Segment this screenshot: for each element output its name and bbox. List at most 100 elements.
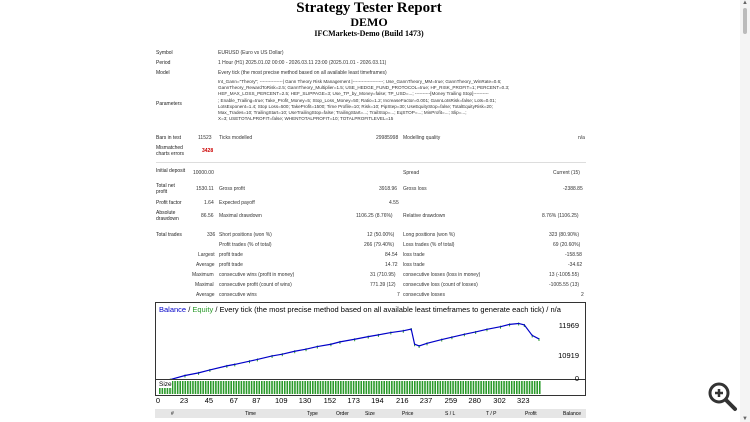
rel-drawdown-label: Relative drawdown	[403, 213, 446, 219]
maximal-consec-profit-label: consecutive profit (count of wins)	[219, 282, 292, 288]
size-bar-mark	[268, 381, 271, 394]
size-bar-mark	[276, 381, 278, 394]
max-consec-wins-label: consecutive wins (profit in money)	[219, 272, 295, 278]
gross-profit-value: 3918.96	[379, 186, 398, 192]
size-bar-mark	[347, 381, 350, 394]
legend-equity: Equity	[192, 305, 214, 314]
size-bar-mark	[332, 381, 334, 394]
abs-drawdown-label: Absolute drawdown	[156, 210, 179, 222]
size-bar-mark	[235, 381, 238, 394]
legend-rest: / Every tick (the most precise method ba…	[213, 305, 561, 314]
size-bar-mark	[184, 381, 187, 394]
model-label: Model	[156, 70, 170, 76]
gross-loss-value: -2388.85	[563, 186, 583, 192]
size-bar-mark	[317, 381, 319, 394]
size-bar-mark	[230, 381, 232, 394]
size-bar-mark	[181, 381, 184, 394]
size-bar-mark	[329, 381, 332, 394]
size-bar-mark	[475, 381, 477, 394]
largest-loss-value: -158.58	[565, 252, 582, 258]
size-bar-mark	[396, 381, 398, 394]
size-bar-mark	[436, 381, 439, 394]
average-label: Average	[196, 262, 215, 268]
size-bar-mark	[411, 381, 414, 394]
avg-consec-losses-value: 2	[581, 292, 584, 298]
size-bar-mark	[217, 381, 220, 394]
size-bar-mark	[385, 381, 388, 394]
size-bar-mark	[523, 381, 526, 394]
size-bar-mark	[360, 381, 363, 394]
scroll-up-arrow-icon[interactable]: ▲	[742, 0, 748, 6]
size-bar-mark	[403, 381, 406, 394]
y-tick-label: 10919	[558, 351, 579, 361]
parameters-line: LotsExponent=1.4; Stop Loss=500; TakePro…	[218, 103, 493, 109]
period-label: Period	[156, 60, 171, 66]
size-bar-mark	[342, 381, 345, 394]
balance-line	[158, 322, 540, 383]
size-bar-mark	[355, 381, 357, 394]
x-tick-label: 259	[444, 396, 458, 405]
average-loss-value: -34.62	[568, 262, 583, 268]
table-header-cell: T / P	[486, 411, 497, 417]
bars-label: Bars in test	[156, 135, 182, 141]
size-label: Size	[159, 381, 172, 388]
average-loss-label: loss trade	[403, 262, 425, 268]
size-bar-mark	[431, 381, 434, 394]
size-bar-mark	[227, 381, 230, 394]
total-trades-value: 336	[207, 232, 216, 238]
net-profit-value: 1530.11	[196, 186, 214, 192]
size-bar-mark	[368, 381, 370, 394]
x-tick-label: 109	[275, 396, 288, 405]
x-tick-label: 0	[155, 396, 161, 405]
size-bar-mark	[388, 381, 391, 394]
avg-consec-label: Average	[196, 292, 215, 298]
size-bar-mark	[309, 381, 312, 394]
size-bar-mark	[296, 381, 299, 394]
size-bar-mark	[350, 381, 352, 394]
size-bar-mark	[426, 381, 429, 394]
table-header-cell: Order	[336, 411, 349, 417]
size-bar-mark	[245, 381, 248, 394]
maximal-consec-loss-value: -1005.55 (13)	[549, 282, 580, 288]
size-bar-mark	[434, 381, 436, 394]
max-consec-losses-label: consecutive losses (loss in money)	[403, 272, 481, 278]
size-bar-mark	[207, 381, 210, 394]
avg-consec-losses-label: consecutive losses	[403, 292, 445, 298]
total-trades-label: Total trades	[156, 232, 182, 238]
size-bar-mark	[375, 381, 378, 394]
profit-trades-value: 266 (79.40%)	[364, 242, 395, 248]
size-bar-mark	[189, 381, 192, 394]
size-bar-mark	[373, 381, 375, 394]
size-bar-mark	[202, 381, 204, 394]
expected-payoff-label: Expected payoff	[219, 200, 255, 206]
size-bar-mark	[352, 381, 355, 394]
size-bar-mark	[528, 381, 531, 394]
spread-value: Current (15)	[553, 170, 580, 176]
size-bar-mark	[490, 381, 493, 394]
scrollbar-thumb[interactable]	[743, 8, 747, 34]
size-bar-mark	[465, 381, 467, 394]
scroll-down-arrow-icon[interactable]: ▼	[742, 416, 748, 422]
mismatched-label: Mismatched charts errors	[156, 145, 185, 157]
size-bar-mark	[462, 381, 465, 394]
zoom-in-icon[interactable]	[706, 380, 738, 412]
size-bar-mark	[273, 381, 276, 394]
size-bar-mark	[472, 381, 475, 394]
size-bar-mark	[210, 381, 212, 394]
table-header-cell: Price	[402, 411, 414, 417]
size-bar-mark	[442, 381, 444, 394]
bars-value: 11523	[198, 135, 212, 141]
size-bar-mark	[467, 381, 470, 394]
maximal-consec-loss-label: consecutive loss (count of losses)	[403, 282, 478, 288]
x-tick-label: 323	[517, 396, 530, 405]
size-bar-mark	[447, 381, 449, 394]
x-tick-label: 67	[229, 396, 238, 405]
vertical-scrollbar[interactable]: ▲ ▼	[740, 0, 750, 422]
size-bar-mark	[521, 381, 523, 394]
size-bar-mark	[266, 381, 268, 394]
size-bar-mark	[363, 381, 365, 394]
size-bar-mark	[365, 381, 368, 394]
short-value: 12 (50.00%)	[367, 232, 395, 238]
initial-deposit-label: Initial deposit	[156, 168, 186, 174]
net-profit-label: Total net profit	[156, 183, 175, 195]
